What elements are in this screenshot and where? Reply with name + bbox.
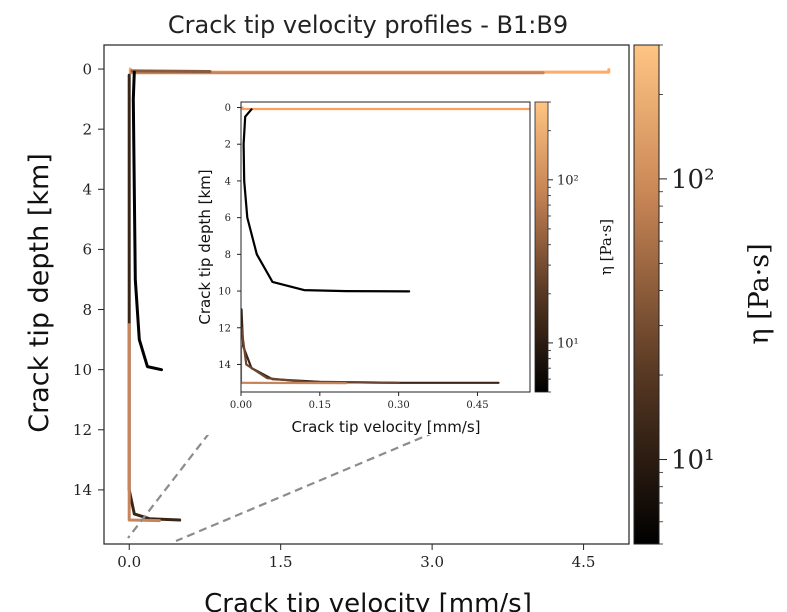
main-colorbar-tick-label: 10¹ [671,446,715,476]
inset-colorbar-label: η [Pa·s] [597,219,615,275]
main-ytick-label: 8 [82,301,92,319]
main-plot-area [127,67,611,523]
inset-ytick-label: 2 [225,140,231,151]
main-colorbar-ticks: 10¹ 10² [659,44,715,545]
inset-ytick-label: 0 [225,103,231,114]
inset-ylabel: Crack tip depth [km] [196,169,214,324]
inset-ytick-label: 12 [218,323,231,334]
main-ytick-label: 6 [82,241,92,259]
inset-series-line-1 [241,106,530,111]
main-colorbar [633,44,660,545]
inset-axes-frame [240,101,531,393]
inset-xtick-label: 0.45 [466,400,488,411]
inset-colorbar [534,101,549,393]
inset-ytick-label: 14 [218,360,231,371]
inset-ytick-label: 10 [218,287,231,298]
main-ytick-label: 14 [73,481,92,499]
inset-xtick-label: 0.15 [309,400,331,411]
main-xtick-label: 1.5 [269,553,293,571]
main-xtick-label: 4.5 [572,553,596,571]
inset-background [186,95,566,435]
main-ytick-label: 4 [82,181,92,199]
inset-colorbar-ticks: 10¹ 10² [548,101,579,393]
inset-ytick-label: 6 [225,213,231,224]
main-axes-frame [103,44,630,545]
inset-ticks: 0.00 0.15 0.30 0.45 0 2 4 6 8 10 12 14 [218,103,488,411]
main-ytick-label: 0 [82,60,92,78]
main-colorbar-tick-label: 10² [671,165,715,195]
inset-series-line-5 [241,345,348,385]
main-series-line-4 [131,70,163,372]
main-ylabel: Crack tip depth [km] [24,153,55,433]
main-xlabel: Crack tip velocity [mm/s] [204,589,532,612]
inset-ytick-label: 4 [225,176,231,187]
main-title: Crack tip velocity profiles - B1:B9 [168,11,568,39]
main-ticks: 0.0 1.5 3.0 4.5 0 2 4 6 8 10 12 14 [73,60,596,571]
inset-colorbar-tick-label: 10¹ [557,336,579,351]
inset-colorbar-tick-label: 10² [557,173,579,188]
main-ytick-label: 2 [82,120,92,138]
main-series-line-3 [130,69,212,73]
main-ytick-label: 10 [73,361,92,379]
inset-xtick-label: 0.00 [230,400,252,411]
inset-plot-area [241,106,530,385]
main-xtick-label: 0.0 [117,553,141,571]
inset-xlabel: Crack tip velocity [mm/s] [291,418,480,436]
inset-series-line-2 [242,108,411,293]
inset-xtick-label: 0.30 [388,400,410,411]
main-ytick-label: 12 [73,421,92,439]
main-series-line-6 [127,323,161,523]
inset-ytick-label: 8 [225,250,231,261]
main-xtick-label: 3.0 [420,553,444,571]
main-colorbar-label: η [Pa·s] [744,243,775,344]
